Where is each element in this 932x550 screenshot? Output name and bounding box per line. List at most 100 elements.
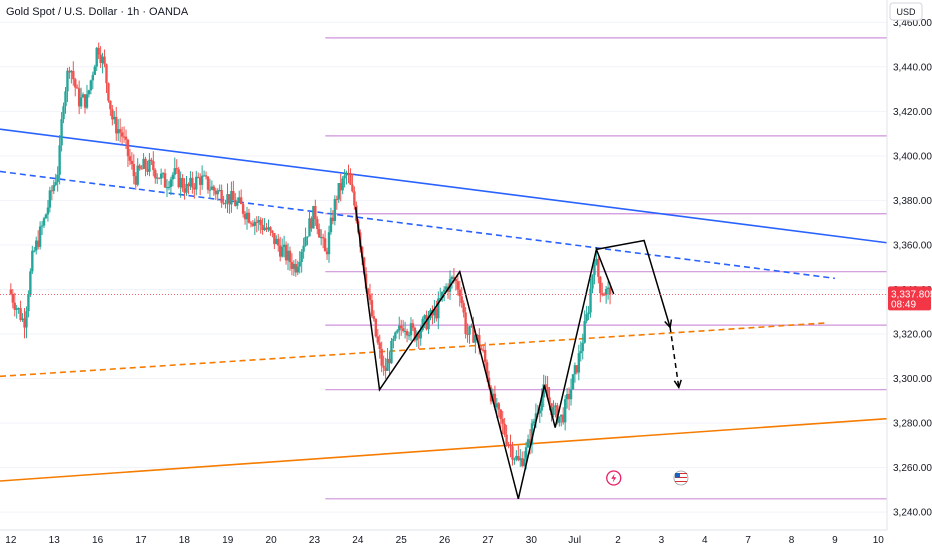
trend-line[interactable]: [0, 417, 888, 482]
dashed-projection-arrowhead: [673, 379, 682, 390]
dashed-projection-line[interactable]: [669, 327, 680, 388]
candle-body: [400, 325, 403, 329]
candle-body: [532, 421, 536, 424]
x-tick-label: 20: [266, 535, 278, 546]
candle-body: [210, 186, 214, 190]
candle-body: [68, 70, 71, 73]
candle-body: [366, 288, 370, 295]
candle-body: [33, 250, 36, 252]
candle-body: [419, 330, 422, 339]
candle-body: [595, 258, 598, 265]
candle-body: [413, 327, 417, 341]
candle-body: [294, 263, 298, 273]
candle-body: [91, 74, 95, 81]
candle-body: [220, 189, 223, 203]
candle-body: [238, 197, 241, 202]
trend-line[interactable]: [0, 128, 888, 244]
candle-body: [606, 287, 610, 289]
candle-body: [19, 308, 22, 320]
candle-body: [17, 308, 20, 310]
candle-body: [302, 245, 305, 252]
flag-stripe: [674, 473, 687, 474]
candle-body: [353, 191, 356, 206]
candle-body: [349, 174, 352, 185]
candle-body: [35, 240, 38, 251]
lightning-event-icon[interactable]: [606, 470, 622, 486]
candle-body: [195, 176, 198, 190]
candle-body: [165, 187, 169, 189]
candle-body: [122, 136, 126, 138]
candle-body: [208, 189, 212, 191]
x-tick-label: 12: [5, 535, 17, 546]
candle-body: [169, 179, 173, 187]
candle-body: [392, 338, 395, 341]
candle-body: [378, 342, 381, 349]
candle-body: [522, 458, 526, 466]
candle-body: [36, 240, 40, 247]
candle-body: [111, 109, 114, 120]
x-tick-label: 27: [482, 535, 494, 546]
candle-body: [483, 349, 487, 363]
plot-area[interactable]: [0, 21, 888, 513]
candle-body: [261, 224, 264, 231]
candle-body: [54, 182, 57, 185]
candle-body: [228, 194, 231, 205]
x-tick-label: 4: [702, 535, 708, 546]
candle-body: [66, 70, 69, 92]
price-axis[interactable]: [887, 0, 932, 550]
candle-body: [384, 367, 387, 371]
candle-body: [528, 439, 532, 445]
candle-body: [407, 335, 411, 337]
candle-body: [72, 70, 75, 80]
candle-body: [11, 293, 14, 303]
candle-body: [380, 348, 383, 366]
candle-body: [56, 174, 59, 183]
candle-body: [530, 423, 534, 445]
candle-body: [550, 403, 553, 416]
candle-body: [142, 158, 145, 169]
time-axis[interactable]: [0, 530, 887, 550]
candle-body: [325, 251, 329, 255]
candle-body: [544, 384, 547, 388]
candle-body: [546, 387, 549, 398]
candle-body: [403, 330, 407, 332]
x-tick-label: 13: [49, 535, 61, 546]
pattern-line[interactable]: [596, 239, 671, 328]
candle-body: [157, 177, 161, 179]
currency-button[interactable]: USD: [889, 2, 923, 21]
dashed-trend-line[interactable]: [0, 322, 827, 378]
candle-body: [74, 79, 77, 88]
candle-body: [167, 186, 171, 188]
candle-body: [245, 212, 249, 220]
candle-body: [138, 165, 141, 169]
candle-body: [81, 94, 85, 98]
candle-body: [345, 173, 348, 176]
candle-body: [558, 416, 561, 423]
candle-body: [603, 294, 606, 296]
y-tick-label: 3,280.000: [893, 419, 932, 430]
pattern-line[interactable]: [354, 207, 615, 500]
candle-body: [27, 295, 30, 312]
us-flag-event-icon[interactable]: [673, 470, 689, 486]
candle-body: [409, 323, 413, 336]
y-tick-label: 3,320.000: [893, 330, 932, 341]
candle-body: [13, 302, 16, 310]
candle-body: [46, 207, 50, 215]
candle-body: [599, 276, 602, 294]
candle-body: [83, 94, 87, 108]
x-tick-label: 19: [222, 535, 234, 546]
candle-body: [577, 353, 581, 373]
candle-body: [105, 64, 108, 84]
candle-body: [191, 177, 194, 188]
candle-body: [470, 325, 473, 327]
candle-body: [347, 173, 350, 175]
candle-body: [343, 175, 346, 179]
dashed-trend-line[interactable]: [0, 170, 836, 280]
candle-body: [478, 335, 481, 349]
candle-body: [335, 199, 338, 201]
candle-body: [581, 342, 584, 352]
candle-body: [464, 312, 467, 334]
